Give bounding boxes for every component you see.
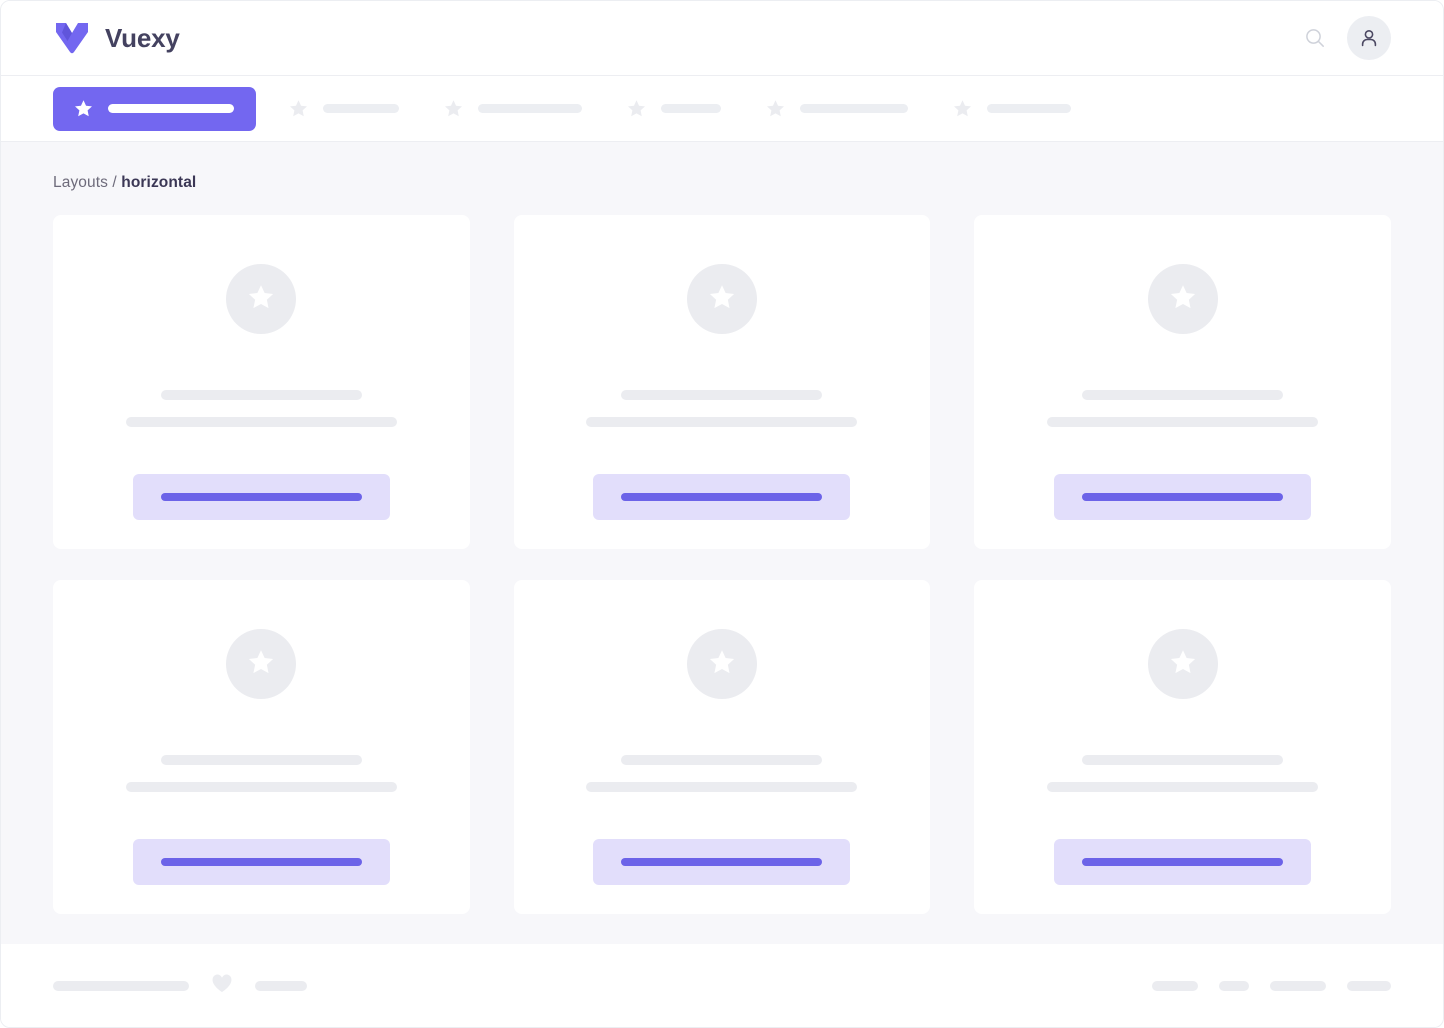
card-action-button[interactable] bbox=[1054, 474, 1312, 520]
card-button-label-placeholder bbox=[621, 493, 823, 501]
vuexy-chevron-logo-icon bbox=[53, 21, 91, 55]
card-avatar bbox=[686, 629, 757, 699]
card-action-button[interactable] bbox=[593, 474, 851, 520]
card-button-label-placeholder bbox=[160, 493, 362, 501]
card-button-label-placeholder bbox=[160, 858, 362, 866]
footer-link-placeholder[interactable] bbox=[255, 980, 307, 991]
card-title-placeholder bbox=[1082, 390, 1284, 400]
card-button-label-placeholder bbox=[1082, 858, 1284, 866]
star-icon bbox=[288, 98, 309, 119]
app-header: Vuexy bbox=[1, 1, 1443, 76]
content-card bbox=[974, 215, 1391, 549]
nav-item-label-placeholder bbox=[987, 104, 1071, 113]
content-card bbox=[53, 580, 470, 914]
footer-link-placeholder[interactable] bbox=[1219, 980, 1249, 991]
nav-item-label-placeholder bbox=[661, 104, 721, 113]
nav-item-5[interactable] bbox=[765, 87, 908, 131]
breadcrumb-parent[interactable]: Layouts bbox=[53, 174, 108, 191]
star-icon bbox=[246, 647, 276, 682]
header-actions bbox=[1301, 16, 1391, 60]
content-card bbox=[513, 215, 931, 549]
app-footer bbox=[1, 944, 1443, 1027]
card-text-placeholder bbox=[1047, 417, 1319, 427]
card-button-label-placeholder bbox=[1082, 493, 1284, 501]
star-icon bbox=[765, 98, 786, 119]
page-content: Layouts / horizontal bbox=[1, 142, 1443, 944]
star-icon bbox=[443, 98, 464, 119]
card-text-placeholder bbox=[125, 417, 397, 427]
card-action-button[interactable] bbox=[132, 839, 390, 885]
footer-text-placeholder bbox=[53, 980, 189, 991]
card-avatar bbox=[226, 629, 297, 699]
star-icon bbox=[1168, 647, 1198, 682]
search-icon[interactable] bbox=[1301, 24, 1329, 52]
card-title-placeholder bbox=[621, 390, 823, 400]
card-avatar bbox=[1147, 264, 1218, 334]
card-text-placeholder bbox=[125, 782, 397, 792]
nav-item-1[interactable] bbox=[53, 86, 256, 131]
footer-link-placeholder[interactable] bbox=[1347, 980, 1391, 991]
footer-link-placeholder[interactable] bbox=[1152, 980, 1198, 991]
card-title-placeholder bbox=[160, 390, 362, 400]
star-icon bbox=[1168, 282, 1198, 317]
nav-item-3[interactable] bbox=[443, 87, 582, 131]
star-icon bbox=[626, 98, 647, 119]
card-title-placeholder bbox=[160, 755, 362, 765]
footer-link-placeholder[interactable] bbox=[1270, 980, 1326, 991]
card-button-label-placeholder bbox=[621, 858, 823, 866]
card-avatar bbox=[1147, 629, 1218, 699]
nav-item-6[interactable] bbox=[952, 87, 1071, 131]
star-icon bbox=[707, 647, 737, 682]
star-icon bbox=[952, 98, 973, 119]
card-grid bbox=[53, 215, 1391, 914]
content-card bbox=[513, 580, 931, 914]
nav-item-4[interactable] bbox=[626, 87, 721, 131]
horizontal-navbar bbox=[1, 76, 1443, 142]
nav-item-label-placeholder bbox=[800, 104, 908, 113]
nav-item-label-placeholder bbox=[478, 104, 582, 113]
card-title-placeholder bbox=[621, 755, 823, 765]
card-avatar bbox=[226, 264, 297, 334]
star-icon bbox=[707, 282, 737, 317]
card-avatar bbox=[686, 264, 757, 334]
nav-item-2[interactable] bbox=[288, 87, 399, 131]
brand[interactable]: Vuexy bbox=[53, 21, 180, 55]
card-text-placeholder bbox=[586, 417, 858, 427]
nav-item-label-placeholder bbox=[108, 104, 234, 113]
card-action-button[interactable] bbox=[132, 474, 390, 520]
content-card bbox=[53, 215, 470, 549]
user-avatar-icon[interactable] bbox=[1347, 16, 1391, 60]
footer-right bbox=[1152, 980, 1391, 991]
card-title-placeholder bbox=[1082, 755, 1284, 765]
breadcrumb-current: horizontal bbox=[121, 174, 197, 191]
card-text-placeholder bbox=[1047, 782, 1319, 792]
content-card bbox=[974, 580, 1391, 914]
star-icon bbox=[246, 282, 276, 317]
nav-item-label-placeholder bbox=[323, 104, 399, 113]
card-action-button[interactable] bbox=[1054, 839, 1312, 885]
heart-icon bbox=[211, 973, 233, 998]
footer-left bbox=[53, 973, 307, 998]
breadcrumb-separator: / bbox=[112, 174, 117, 191]
star-icon bbox=[73, 98, 94, 119]
brand-name: Vuexy bbox=[105, 22, 180, 53]
card-text-placeholder bbox=[586, 782, 858, 792]
breadcrumb: Layouts / horizontal bbox=[53, 174, 1391, 192]
card-action-button[interactable] bbox=[593, 839, 851, 885]
